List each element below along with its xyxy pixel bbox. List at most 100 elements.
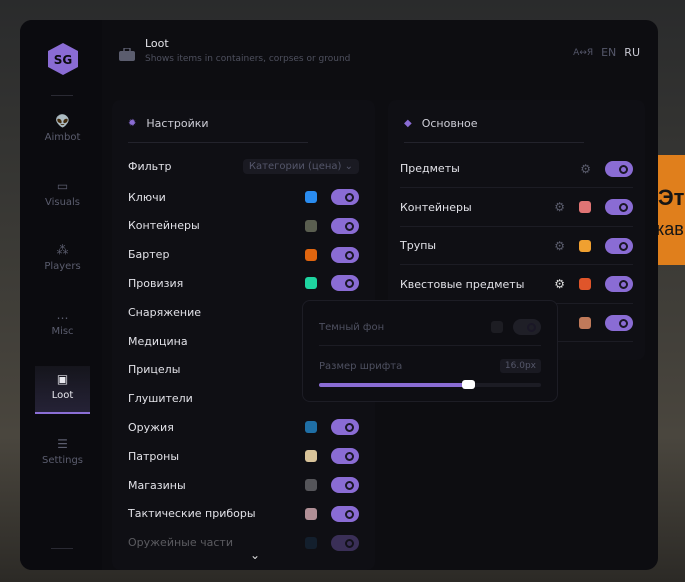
sidebar-item-label: Visuals: [44, 196, 81, 208]
gear-icon: ✹: [128, 118, 137, 129]
list-item: Оружейные части: [128, 533, 359, 553]
item-toggle[interactable]: [331, 477, 359, 493]
color-swatch[interactable]: [579, 316, 591, 329]
font-size-slider[interactable]: [319, 380, 541, 389]
item-label: Провизия: [128, 276, 184, 290]
item-toggle[interactable]: [605, 199, 633, 215]
item-toggle[interactable]: [605, 160, 633, 177]
gear-icon[interactable]: ⚙: [580, 161, 591, 176]
color-swatch[interactable]: [305, 450, 317, 463]
card-title: Настройки: [146, 117, 209, 130]
lang-en-button[interactable]: EN: [601, 46, 617, 59]
item-label: Глушители: [128, 392, 193, 406]
divider: [51, 548, 73, 549]
item-toggle[interactable]: [605, 237, 633, 254]
color-swatch[interactable]: [305, 507, 317, 520]
sidebar-item-settings[interactable]: ☰ Settings: [35, 431, 90, 479]
slider-thumb[interactable]: [461, 380, 475, 389]
gear-icon[interactable]: ⚙: [554, 200, 565, 214]
color-swatch[interactable]: [579, 201, 591, 213]
dots-icon: …: [56, 307, 69, 322]
list-item: Бартер: [128, 245, 359, 265]
item-label: Контейнеры: [400, 200, 472, 214]
item-toggle[interactable]: [605, 276, 633, 292]
item-toggle[interactable]: [605, 314, 633, 331]
translate-icon: A↔Я: [573, 47, 594, 58]
dark-bg-label: Темный фон: [319, 321, 385, 333]
item-toggle[interactable]: [331, 275, 359, 292]
divider: [51, 95, 73, 96]
item-toggle[interactable]: [331, 448, 359, 465]
divider: [319, 345, 541, 346]
list-item: Тактические приборы: [128, 504, 359, 524]
list-item: Квестовые предметы ⚙: [400, 266, 633, 304]
color-swatch[interactable]: [305, 191, 317, 203]
sidebar-item-label: Settings: [41, 455, 83, 466]
color-swatch[interactable]: [491, 321, 503, 333]
list-item: Трупы ⚙: [400, 227, 633, 265]
sidebar-item-misc[interactable]: … Misc: [35, 302, 90, 350]
sidebar-item-players[interactable]: ⁂ Players: [35, 237, 90, 285]
item-toggle[interactable]: [331, 246, 359, 263]
chevron-down-icon: ⌄: [344, 160, 353, 172]
item-label: Оружия: [128, 420, 174, 434]
color-swatch[interactable]: [305, 421, 317, 434]
item-toggle[interactable]: [331, 217, 359, 234]
item-label: Прицелы: [128, 363, 181, 377]
sidebar-item-visuals[interactable]: ▭ Visuals: [35, 173, 90, 221]
list-item: Патроны: [128, 446, 359, 466]
gear-icon[interactable]: ⚙: [554, 277, 565, 291]
item-toggle[interactable]: [331, 534, 359, 551]
item-label: Тактические приборы: [128, 507, 256, 521]
list-item: Медицина: [128, 331, 359, 351]
item-label: Медицина: [128, 334, 188, 348]
font-size-value[interactable]: 16.0px: [499, 359, 541, 373]
color-swatch[interactable]: [305, 479, 317, 491]
alien-icon: 👽: [55, 114, 70, 128]
sidebar-item-label: Misc: [51, 325, 74, 337]
color-swatch[interactable]: [305, 248, 317, 261]
color-swatch[interactable]: [579, 239, 591, 252]
dark-bg-toggle[interactable]: [513, 319, 541, 335]
language-switcher: A↔Я EN RU: [573, 46, 640, 59]
item-label: Снаряжение: [128, 305, 201, 319]
color-swatch[interactable]: [579, 278, 591, 290]
sidebar-item-loot[interactable]: ▣ Loot: [35, 366, 90, 415]
item-toggle[interactable]: [331, 505, 359, 522]
list-item: Магазины: [128, 475, 359, 495]
chevron-down-icon[interactable]: ⌄: [250, 548, 261, 562]
page-title: Loot: [145, 37, 169, 50]
list-item: Глушители: [128, 389, 359, 409]
item-label: Предметы: [400, 162, 460, 175]
list-item: Ключи: [128, 187, 359, 207]
color-swatch[interactable]: [305, 536, 317, 549]
sidebar-item-label: Aimbot: [44, 132, 81, 143]
list-item: Контейнеры: [128, 216, 359, 236]
slider-fill: [319, 383, 468, 387]
item-label: Контейнеры: [128, 219, 200, 233]
gear-icon[interactable]: ⚙: [554, 238, 565, 253]
item-toggle[interactable]: [331, 189, 359, 205]
background-banner: Эт кав: [658, 155, 685, 265]
list-item: Провизия: [128, 273, 359, 293]
sidebar-item-label: Players: [44, 261, 81, 273]
color-swatch[interactable]: [305, 219, 317, 232]
banner-text: Эт: [658, 185, 685, 210]
filter-select[interactable]: Категории (цена) ⌄: [242, 158, 359, 174]
color-swatch[interactable]: [305, 277, 317, 290]
list-item: Прицелы: [128, 360, 359, 380]
diamond-icon: ◆: [404, 118, 412, 129]
sidebar-item-aimbot[interactable]: 👽 Aimbot: [35, 108, 90, 156]
sidebar-item-label: Loot: [51, 390, 74, 402]
vr-headset-icon: ▭: [56, 178, 69, 193]
lang-ru-button[interactable]: RU: [624, 46, 640, 59]
loot-window: SG 👽 Aimbot ▭ Visuals ⁂ Players … Misc ▣ Loot ☰ Set…: [20, 20, 658, 570]
font-size-label: Размер шрифта: [319, 360, 403, 372]
card-title: Основное: [421, 117, 478, 130]
banner-text: кав: [658, 219, 684, 239]
item-toggle[interactable]: [331, 419, 359, 436]
filter-value: Категории (цена): [248, 160, 342, 172]
list-item: Оружия: [128, 417, 359, 437]
svg-text:SG: SG: [54, 53, 73, 67]
briefcase-icon: ▣: [56, 372, 69, 387]
